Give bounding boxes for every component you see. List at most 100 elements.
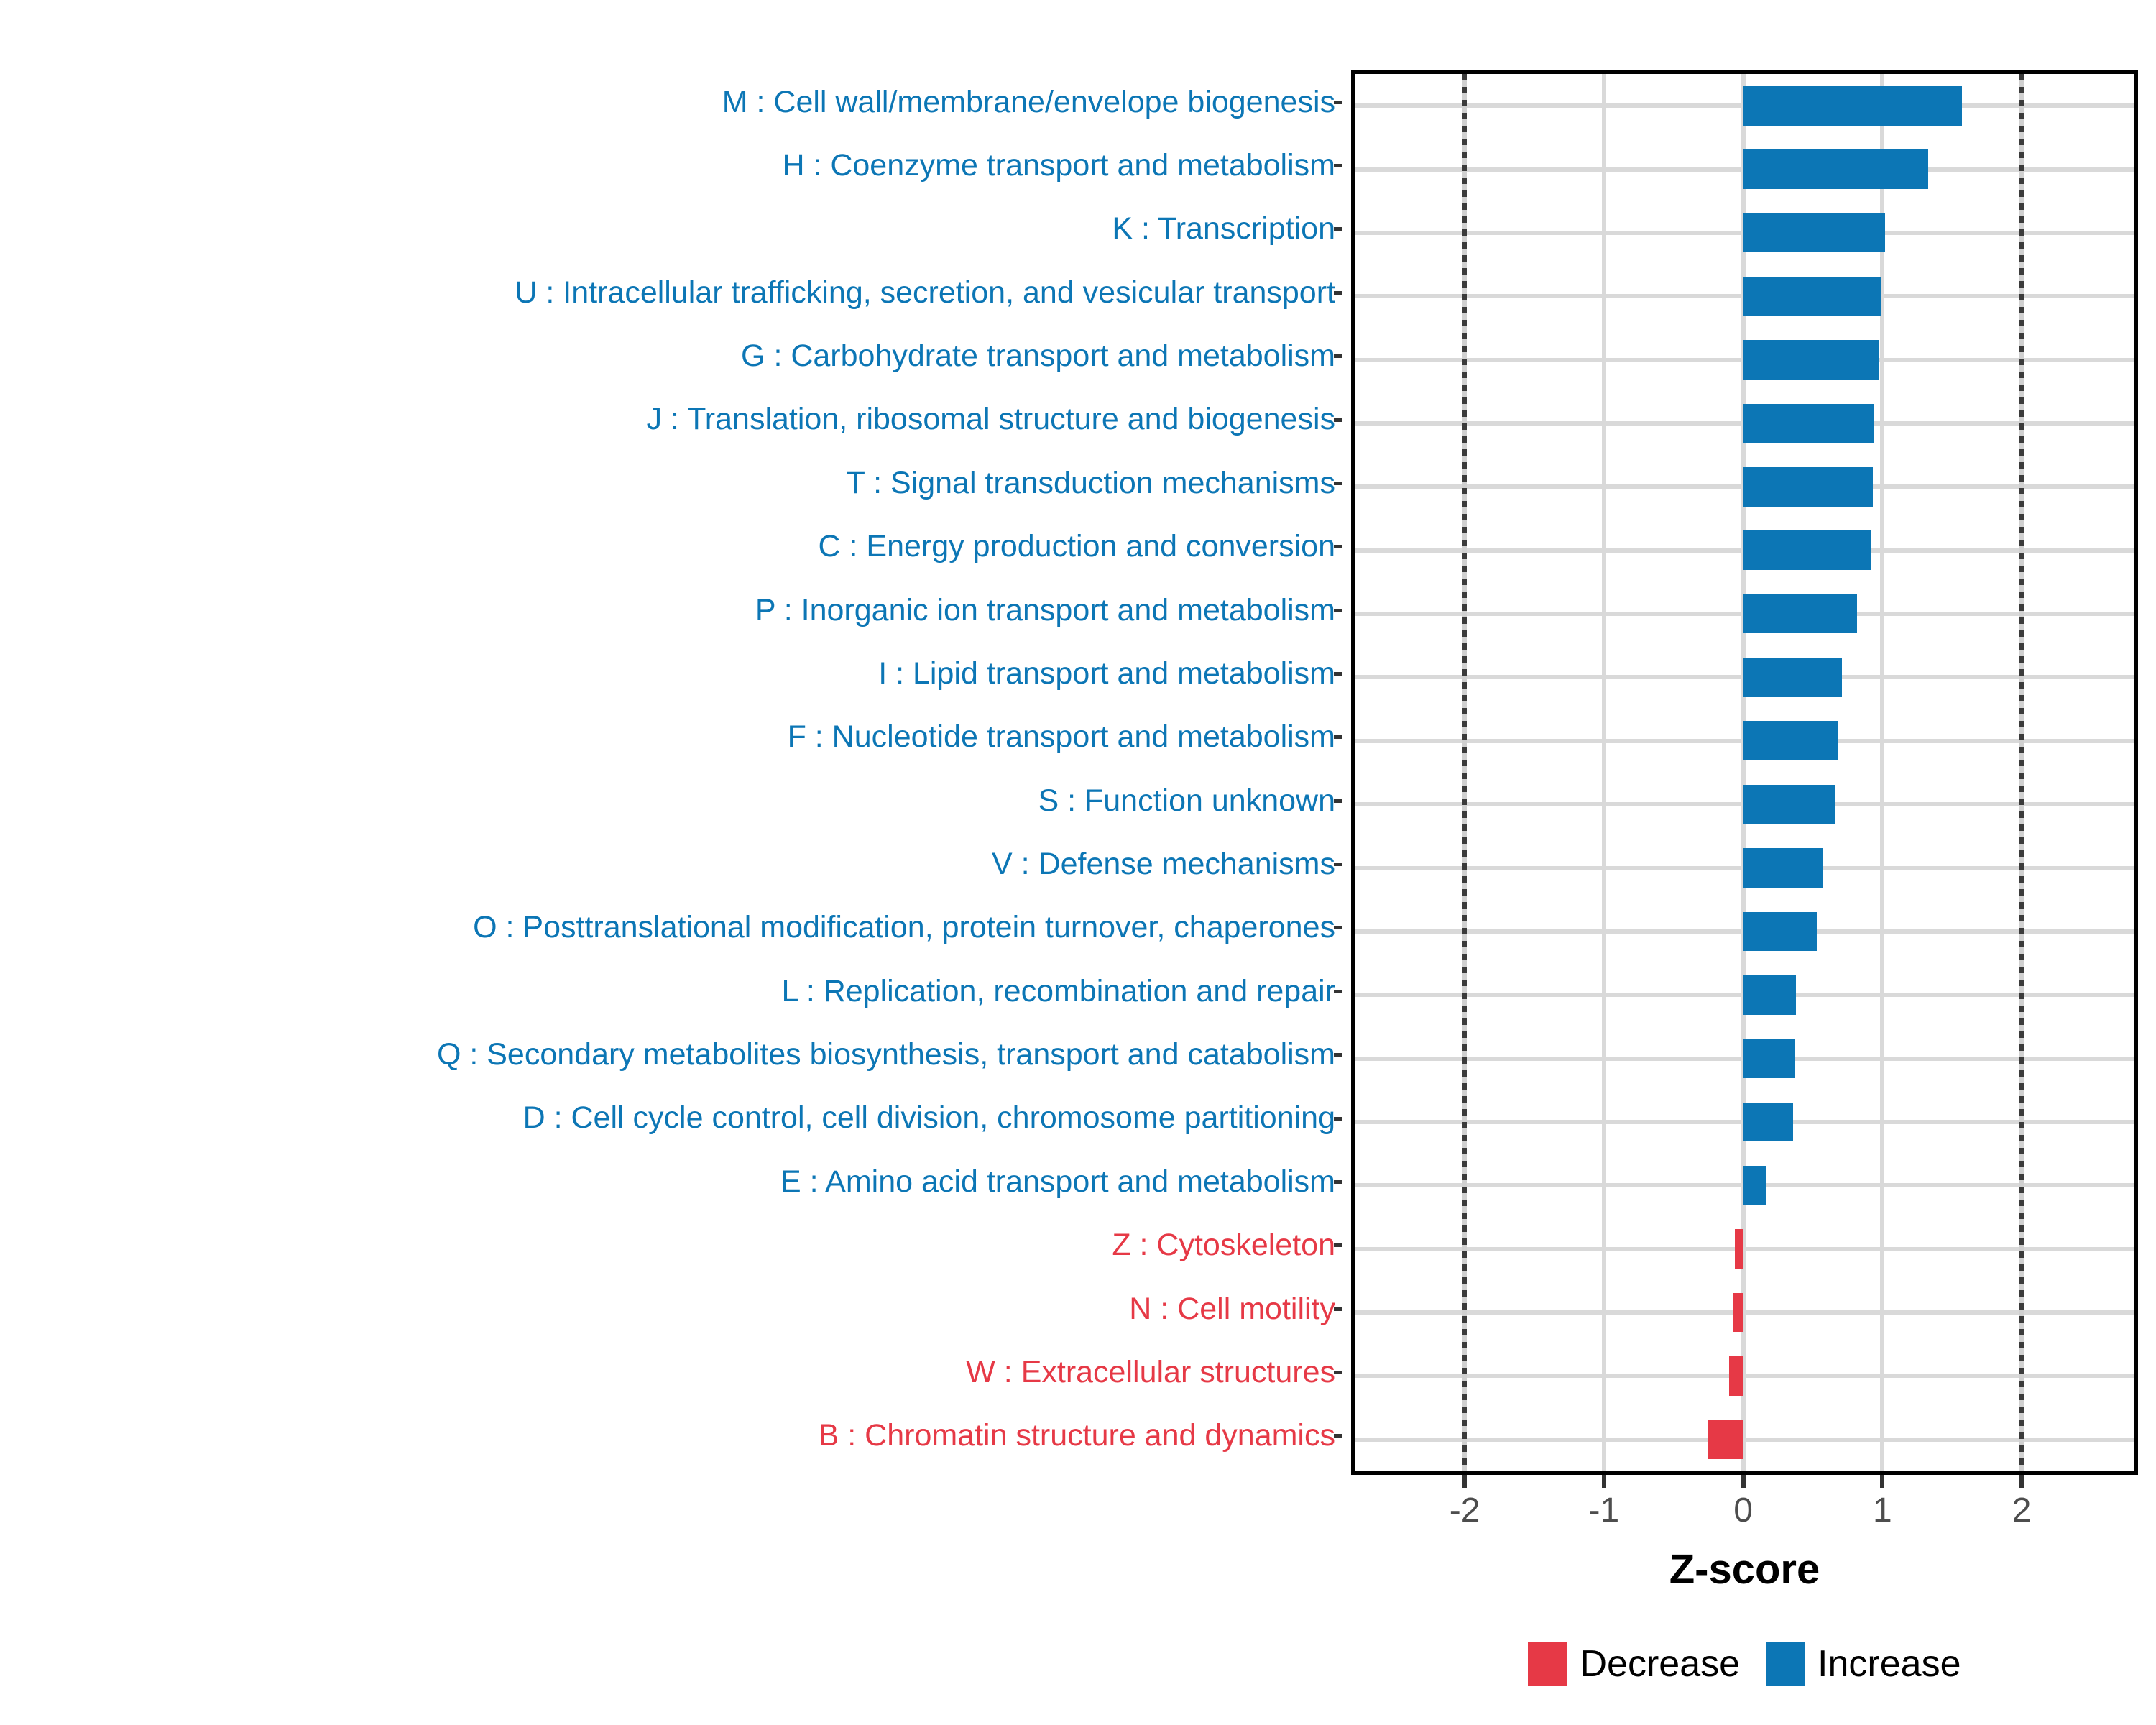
x-axis-tick-mark [2019,1475,2024,1488]
y-axis-tick-label-row: L : Replication, recombination and repai… [0,960,1342,1023]
x-axis-tick-label: -2 [1449,1491,1480,1530]
bar [1743,150,1929,189]
y-axis-tick-label: D : Cell cycle control, cell division, c… [522,1100,1335,1136]
x-axis-tick-mark [1601,1475,1606,1488]
y-axis-tick-mark [1334,545,1342,549]
y-axis-tick-label-row: B : Chromatin structure and dynamics [0,1404,1342,1468]
bar [1743,213,1886,253]
bar [1743,911,1818,952]
y-axis-tick-label: Q : Secondary metabolites biosynthesis, … [436,1037,1335,1072]
y-axis-tick-mark [1334,989,1342,993]
bar [1743,1102,1794,1142]
y-axis-tick-mark [1334,1116,1342,1121]
y-axis-tick-mark [1334,164,1342,168]
y-axis-tick-label: N : Cell motility [1129,1291,1335,1326]
bar [1743,594,1858,634]
legend-swatch-increase-icon [1766,1642,1805,1686]
y-axis-tick-label: Z : Cytoskeleton [1112,1228,1335,1263]
legend-entry[interactable]: Increase [1766,1642,1961,1686]
y-axis-tick-label: J : Translation, ribosomal structure and… [646,402,1335,437]
legend-label: Decrease [1580,1643,1741,1685]
y-axis-tick-label-row: G : Carbohydrate transport and metabolis… [0,324,1342,387]
y-axis-tick-mark [1334,862,1342,867]
y-axis-tick-label-row: U : Intracellular trafficking, secretion… [0,261,1342,324]
y-axis-tick-label-row: F : Nucleotide transport and metabolism [0,706,1342,769]
y-axis-tick-mark [1334,1053,1342,1057]
x-axis-tick-label: 0 [1733,1491,1753,1530]
bar [1743,1165,1766,1205]
y-axis-tick-label-row: Z : Cytoskeleton [0,1214,1342,1277]
y-axis-tick-mark [1334,799,1342,803]
y-axis-tick-label-row: I : Lipid transport and metabolism [0,642,1342,705]
y-axis-tick-label: I : Lipid transport and metabolism [878,656,1335,691]
plot-area [1355,74,2134,1471]
gridline-vertical [1880,74,1885,1471]
y-axis-tick-label: M : Cell wall/membrane/envelope biogenes… [722,84,1335,119]
y-axis-tick-label-row: H : Coenzyme transport and metabolism [0,134,1342,197]
y-axis-tick-label-row: C : Energy production and conversion [0,515,1342,579]
threshold-line [1462,74,1468,1471]
y-axis-tick-label: T : Signal transduction mechanisms [846,465,1335,500]
bar [1729,1356,1743,1396]
bar [1743,848,1823,888]
bar [1743,1039,1795,1079]
y-axis-tick-label-row: E : Amino acid transport and metabolism [0,1150,1342,1213]
bar [1733,1292,1743,1333]
threshold-line [2019,74,2024,1471]
x-axis-tick-label: 2 [2012,1491,2032,1530]
bar [1743,658,1843,697]
y-axis-tick-mark [1334,1370,1342,1374]
y-axis-tick-mark [1334,354,1342,359]
y-axis-tick-label-row: P : Inorganic ion transport and metaboli… [0,579,1342,642]
y-axis-tick-mark [1334,290,1342,295]
y-axis-tick-label: K : Transcription [1112,211,1335,247]
x-axis-tick-label: -1 [1588,1491,1620,1530]
y-axis-tick-label: S : Function unknown [1038,783,1335,818]
y-axis-tick-label: H : Coenzyme transport and metabolism [782,147,1335,183]
y-axis-tick-label-row: S : Function unknown [0,769,1342,832]
y-axis-tick-mark [1334,1243,1342,1248]
x-axis-tick-mark [1880,1475,1885,1488]
bar [1734,1229,1743,1269]
legend-entry[interactable]: Decrease [1528,1642,1740,1686]
x-axis-tick-mark [1741,1475,1746,1488]
x-axis: -2 -1 0 1 2 [1351,1475,2138,1554]
legend-swatch-decrease-icon [1528,1642,1567,1686]
y-axis-tick-label-row: N : Cell motility [0,1277,1342,1340]
legend-label: Increase [1818,1643,1961,1685]
plot-panel [1351,70,2138,1475]
y-axis-tick-label-row: M : Cell wall/membrane/envelope biogenes… [0,70,1342,134]
y-axis-tick-label-row: O : Posttranslational modification, prot… [0,896,1342,960]
y-axis-tick-label-row: T : Signal transduction mechanisms [0,451,1342,515]
y-axis-tick-mark [1334,608,1342,612]
bar [1743,403,1874,443]
legend: Decrease Increase [1351,1632,2138,1696]
bar [1743,530,1871,571]
bar [1743,340,1879,380]
y-axis-tick-label: U : Intracellular trafficking, secretion… [515,275,1335,310]
y-axis-tick-label: F : Nucleotide transport and metabolism [787,719,1335,755]
gridline-vertical [1601,74,1606,1471]
y-axis-tick-label: B : Chromatin structure and dynamics [818,1418,1335,1453]
y-axis-tick-mark [1334,926,1342,930]
y-axis-tick-label: C : Energy production and conversion [818,529,1335,564]
y-axis-tick-mark [1334,1434,1342,1438]
y-axis-tick-label-row: K : Transcription [0,198,1342,261]
bar [1743,466,1873,507]
y-axis-tick-label-row: Q : Secondary metabolites biosynthesis, … [0,1023,1342,1086]
gridline-vertical [1741,74,1746,1471]
y-axis-tick-label-row: J : Translation, ribosomal structure and… [0,388,1342,451]
bar [1743,975,1797,1015]
y-axis-tick-label: W : Extracellular structures [966,1354,1335,1389]
y-axis-tick-label: L : Replication, recombination and repai… [781,973,1335,1008]
y-axis-tick-mark [1334,227,1342,231]
y-axis-tick-label: E : Amino acid transport and metabolism [780,1164,1335,1199]
y-axis-category-labels: M : Cell wall/membrane/envelope biogenes… [0,70,1342,1475]
bar [1743,86,1962,126]
y-axis-tick-mark [1334,481,1342,485]
y-axis-tick-mark [1334,1179,1342,1184]
y-axis-tick-label-row: D : Cell cycle control, cell division, c… [0,1087,1342,1150]
y-axis-tick-mark [1334,100,1342,104]
y-axis-tick-label-row: W : Extracellular structures [0,1340,1342,1404]
